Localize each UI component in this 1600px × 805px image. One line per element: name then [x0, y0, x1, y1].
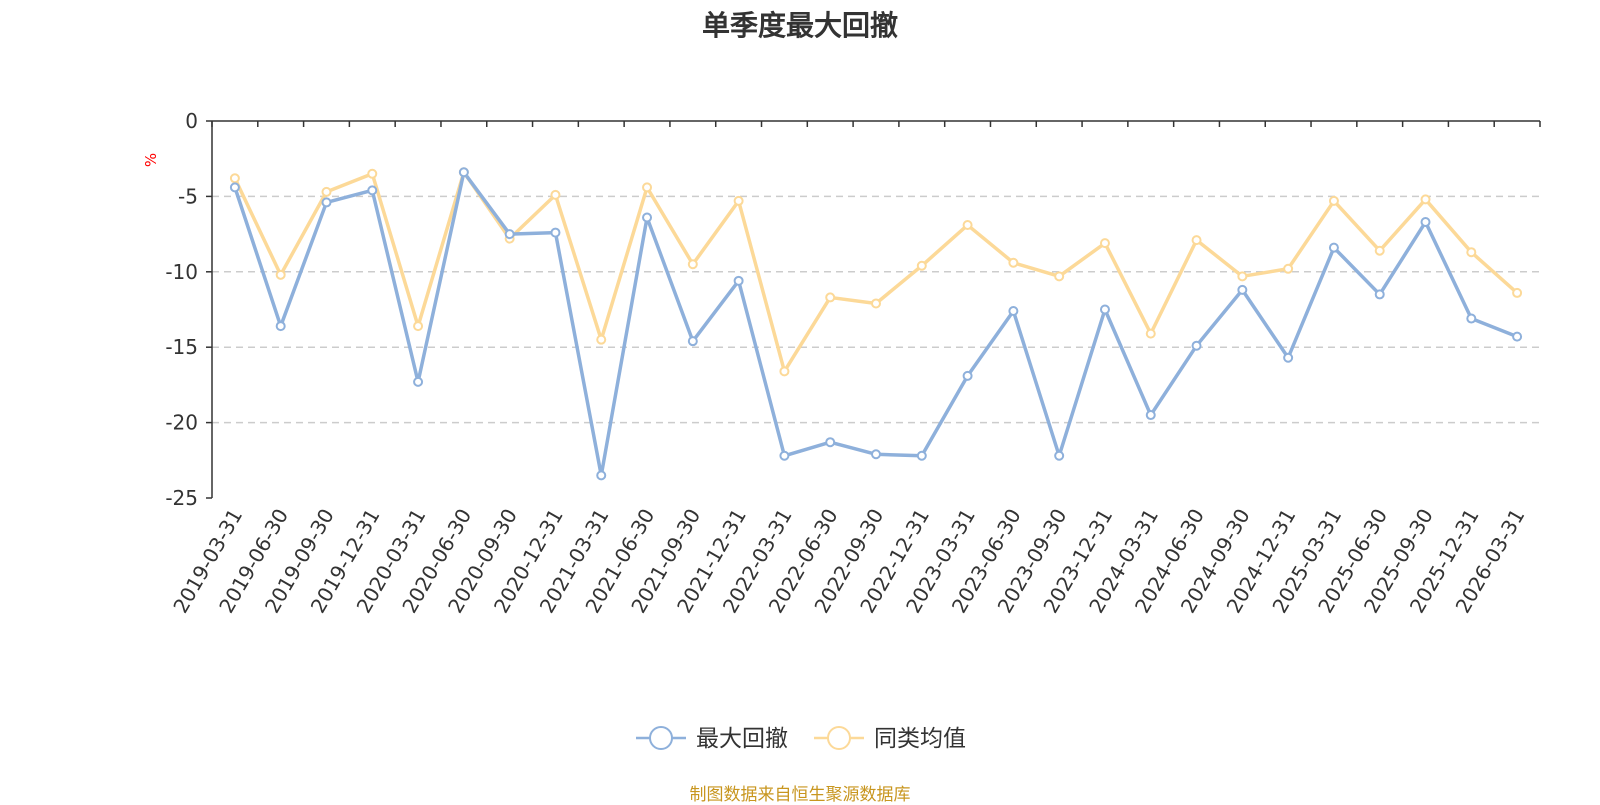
- data-point[interactable]: [413, 321, 424, 332]
- data-point[interactable]: [1420, 194, 1431, 205]
- legend-item[interactable]: 同类均值: [814, 726, 966, 752]
- data-point[interactable]: [504, 229, 515, 240]
- data-point[interactable]: [916, 450, 927, 461]
- y-axis-unit: %: [142, 153, 160, 167]
- legend-marker: [649, 726, 673, 750]
- data-point[interactable]: [1374, 289, 1385, 300]
- data-point[interactable]: [596, 470, 607, 481]
- data-point[interactable]: [275, 269, 286, 280]
- y-tick-label: -10: [165, 260, 198, 284]
- data-point[interactable]: [367, 185, 378, 196]
- data-point[interactable]: [1054, 271, 1065, 282]
- data-point[interactable]: [458, 167, 469, 178]
- data-point[interactable]: [1512, 331, 1523, 342]
- data-point[interactable]: [1328, 195, 1339, 206]
- series-line: [233, 170, 1518, 478]
- data-point[interactable]: [687, 259, 698, 270]
- data-point[interactable]: [229, 173, 240, 184]
- data-point[interactable]: [871, 298, 881, 309]
- data-point[interactable]: [1191, 235, 1202, 246]
- data-point[interactable]: [871, 449, 881, 460]
- data-point[interactable]: [1466, 313, 1477, 324]
- data-point[interactable]: [1054, 450, 1065, 461]
- data-point[interactable]: [825, 292, 836, 303]
- data-source-note: 制图数据来自恒生聚源数据库: [689, 785, 911, 805]
- data-point[interactable]: [962, 370, 973, 381]
- data-point[interactable]: [916, 260, 927, 271]
- data-point[interactable]: [1145, 328, 1156, 339]
- data-point[interactable]: [321, 197, 332, 208]
- data-point[interactable]: [596, 334, 607, 345]
- y-tick-label: -15: [165, 335, 198, 359]
- data-point[interactable]: [1145, 410, 1156, 421]
- y-tick-label: -25: [165, 486, 198, 510]
- series-layer: [229, 167, 1523, 481]
- data-point[interactable]: [779, 450, 790, 461]
- data-point[interactable]: [1099, 304, 1110, 315]
- data-point[interactable]: [733, 275, 744, 286]
- data-point[interactable]: [733, 195, 744, 206]
- data-point[interactable]: [1374, 245, 1385, 256]
- legend-marker: [827, 726, 851, 750]
- y-axis-ticks: 0 -5 -10 -15 -20 -25: [165, 109, 212, 510]
- chart-title: 单季度最大回撤: [701, 9, 898, 42]
- data-point[interactable]: [687, 336, 698, 347]
- data-point[interactable]: [642, 212, 653, 223]
- legend-label: 最大回撤: [696, 726, 788, 752]
- data-point[interactable]: [1420, 217, 1431, 228]
- grid-lines: [212, 195, 1540, 424]
- data-point[interactable]: [367, 168, 378, 179]
- data-point[interactable]: [550, 189, 561, 200]
- data-point[interactable]: [1008, 306, 1019, 317]
- y-tick-label: 0: [185, 109, 198, 133]
- data-point[interactable]: [321, 186, 332, 197]
- data-point[interactable]: [642, 182, 653, 193]
- legend-item[interactable]: 最大回撤: [636, 726, 788, 752]
- data-point[interactable]: [1328, 242, 1339, 253]
- data-point[interactable]: [1283, 263, 1294, 274]
- data-point[interactable]: [1008, 257, 1019, 268]
- data-point[interactable]: [1466, 247, 1477, 258]
- data-point[interactable]: [1512, 287, 1523, 298]
- legend-label: 同类均值: [874, 726, 966, 752]
- data-point[interactable]: [825, 437, 836, 448]
- y-tick-label: -20: [165, 411, 198, 435]
- data-point[interactable]: [1283, 352, 1294, 363]
- data-point[interactable]: [779, 366, 790, 377]
- data-point[interactable]: [1191, 340, 1202, 351]
- axes: [211, 120, 1540, 498]
- data-point[interactable]: [1237, 284, 1248, 295]
- legend[interactable]: 最大回撤 同类均值: [636, 726, 966, 752]
- data-point[interactable]: [229, 182, 240, 193]
- data-point[interactable]: [413, 376, 424, 387]
- y-tick-label: -5: [178, 184, 198, 208]
- data-point[interactable]: [1237, 271, 1248, 282]
- data-point[interactable]: [962, 220, 973, 231]
- data-point[interactable]: [550, 227, 561, 238]
- data-point[interactable]: [275, 321, 286, 332]
- data-point[interactable]: [1099, 238, 1110, 249]
